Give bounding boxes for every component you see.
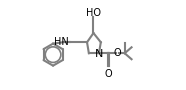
- Text: HO: HO: [86, 8, 101, 18]
- Text: O: O: [114, 48, 122, 58]
- Text: HN: HN: [54, 37, 69, 47]
- Text: O: O: [104, 69, 112, 79]
- Text: N: N: [95, 49, 104, 59]
